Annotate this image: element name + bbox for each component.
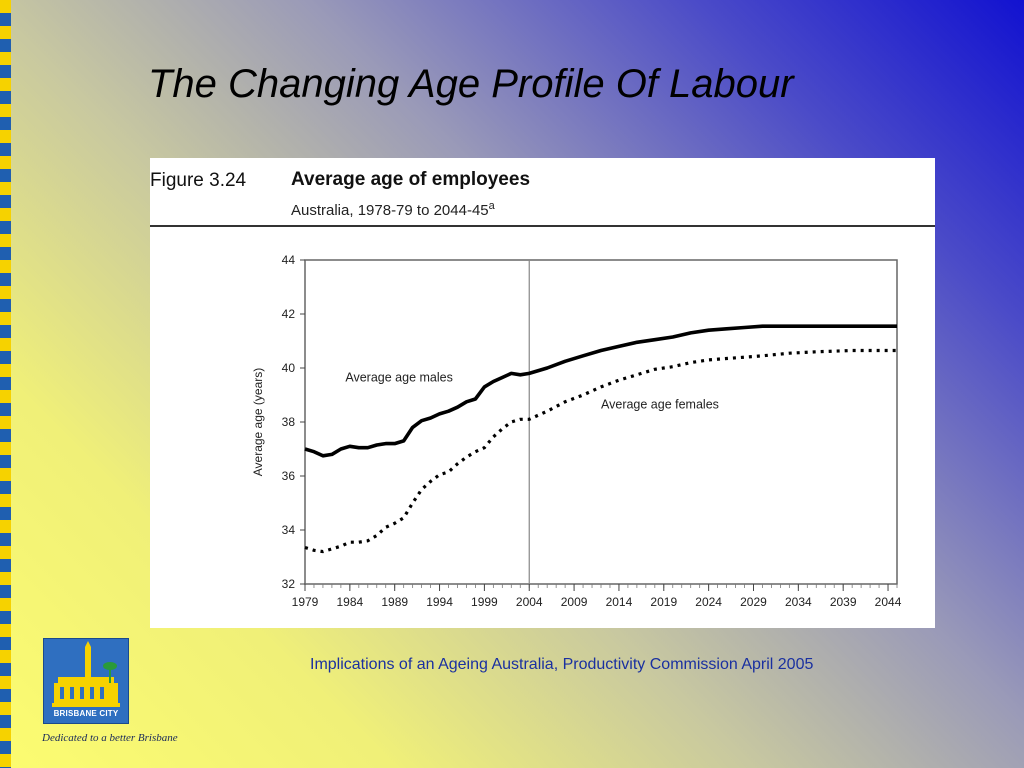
plot-frame — [304, 259, 898, 585]
annotation-females: Average age females — [601, 398, 719, 412]
x-tick-label: 1999 — [471, 595, 498, 609]
y-tick-label: 38 — [282, 415, 296, 429]
y-tick-label: 34 — [282, 523, 296, 537]
logo-text: BRISBANE CITY — [53, 709, 119, 718]
y-tick-label: 40 — [282, 361, 296, 375]
x-tick-label: 2044 — [875, 595, 902, 609]
slide-title: The Changing Age Profile Of Labour — [148, 62, 794, 106]
x-tick-label: 1994 — [426, 595, 453, 609]
x-tick-label: 1979 — [292, 595, 319, 609]
x-tick-label: 1984 — [336, 595, 363, 609]
city-hall-icon — [52, 641, 120, 707]
x-tick-label: 1989 — [381, 595, 408, 609]
x-tick-label: 2009 — [561, 595, 588, 609]
annotation-males: Average age males — [345, 371, 452, 385]
figure-subtitle-text: Australia, 1978-79 to 2044-45 — [291, 202, 489, 219]
figure-header: Figure 3.24 Average age of employees Aus… — [150, 158, 935, 228]
series-line-females — [304, 348, 897, 554]
age-line-chart: 32 34 36 38 40 42 44 1979 1984 1989 1994 1999 2004 20… — [251, 253, 902, 609]
figure-subtitle: Australia, 1978-79 to 2044-45a — [291, 200, 495, 219]
figure-divider-rule — [150, 225, 935, 227]
x-tick-label: 2024 — [695, 595, 722, 609]
brisbane-city-logo: BRISBANE CITY — [43, 638, 129, 724]
x-tick-label: 2034 — [785, 595, 812, 609]
figure-subtitle-note: a — [488, 200, 495, 212]
figure-number: Figure 3.24 — [150, 170, 247, 191]
series-line-males — [304, 324, 897, 458]
y-tick-label: 44 — [282, 253, 296, 267]
x-tick-label: 2039 — [830, 595, 857, 609]
tagline: Dedicated to a better Brisbane — [42, 732, 178, 744]
y-axis-label: Average age (years) — [251, 368, 265, 477]
figure-panel: Figure 3.24 Average age of employees Aus… — [150, 158, 935, 628]
source-citation: Implications of an Ageing Australia, Pro… — [310, 656, 814, 673]
figure-title: Average age of employees — [291, 169, 531, 190]
y-tick-label: 32 — [282, 577, 296, 591]
y-tick-label: 42 — [282, 307, 296, 321]
x-tick-label: 2004 — [516, 595, 543, 609]
y-tick-label: 36 — [282, 469, 296, 483]
x-tick-label: 2019 — [650, 595, 677, 609]
x-tick-label: 2014 — [606, 595, 633, 609]
x-tick-label: 2029 — [740, 595, 767, 609]
left-stripe — [0, 0, 11, 768]
